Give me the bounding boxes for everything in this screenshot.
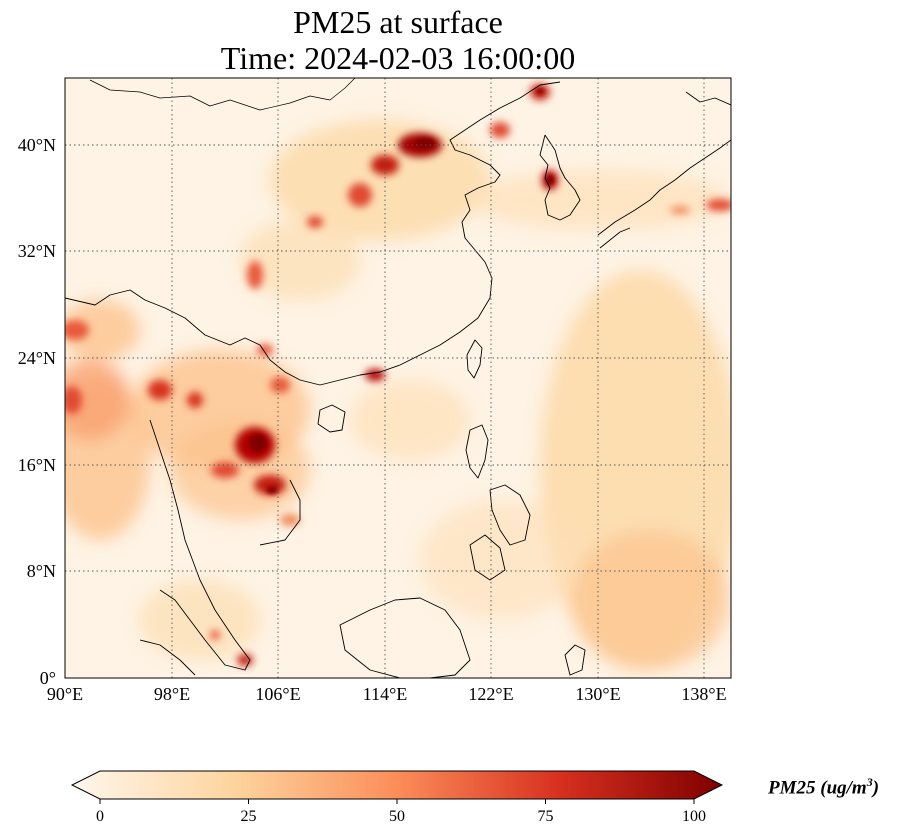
y-tick-label: 32°N xyxy=(18,241,56,261)
colorbar: 0 25 50 75 100 xyxy=(70,770,724,825)
colorbar-ticks xyxy=(99,799,695,804)
y-tick-label: 24°N xyxy=(18,348,56,368)
map-plot-area xyxy=(65,78,731,678)
colorbar-tick-label: 75 xyxy=(538,808,554,825)
x-tick-labels: 90°E 98°E 106°E 114°E 122°E 130°E 138°E xyxy=(47,684,727,704)
y-tick-labels: 0° 8°N 16°N 24°N 32°N 40°N xyxy=(18,135,56,688)
plot-title-line-1: PM25 at surface xyxy=(293,4,503,40)
plot-title-line-2: Time: 2024-02-03 16:00:00 xyxy=(220,40,576,76)
x-tick-label: 138°E xyxy=(681,684,726,704)
x-tick-label: 122°E xyxy=(468,684,513,704)
pm25-hotspot-cores xyxy=(249,88,554,494)
x-tick-label: 98°E xyxy=(154,684,190,704)
colorbar-tick-label: 50 xyxy=(389,808,405,825)
map-frame xyxy=(64,77,732,679)
x-tick-label: 90°E xyxy=(47,684,83,704)
y-tick-label: 16°N xyxy=(18,455,56,475)
colorbar-tick-label: 25 xyxy=(241,808,257,825)
colorbar-tick-label: 100 xyxy=(682,808,706,825)
colorbar-tick-label: 0 xyxy=(96,808,104,825)
pm25-field-broad xyxy=(65,120,731,670)
y-tick-label: 0° xyxy=(40,668,56,688)
x-tick-label: 130°E xyxy=(575,684,620,704)
colorbar-gradient xyxy=(70,770,724,800)
y-tick-label: 8°N xyxy=(27,561,56,581)
colorbar-label: PM25 (ug/m3) xyxy=(768,775,880,799)
x-tick-label: 114°E xyxy=(363,684,408,704)
gridlines xyxy=(65,78,731,678)
colorbar-tick-labels: 0 25 50 75 100 xyxy=(96,808,706,825)
coastlines xyxy=(65,78,731,678)
x-tick-label: 106°E xyxy=(255,684,300,704)
y-tick-label: 40°N xyxy=(18,135,56,155)
